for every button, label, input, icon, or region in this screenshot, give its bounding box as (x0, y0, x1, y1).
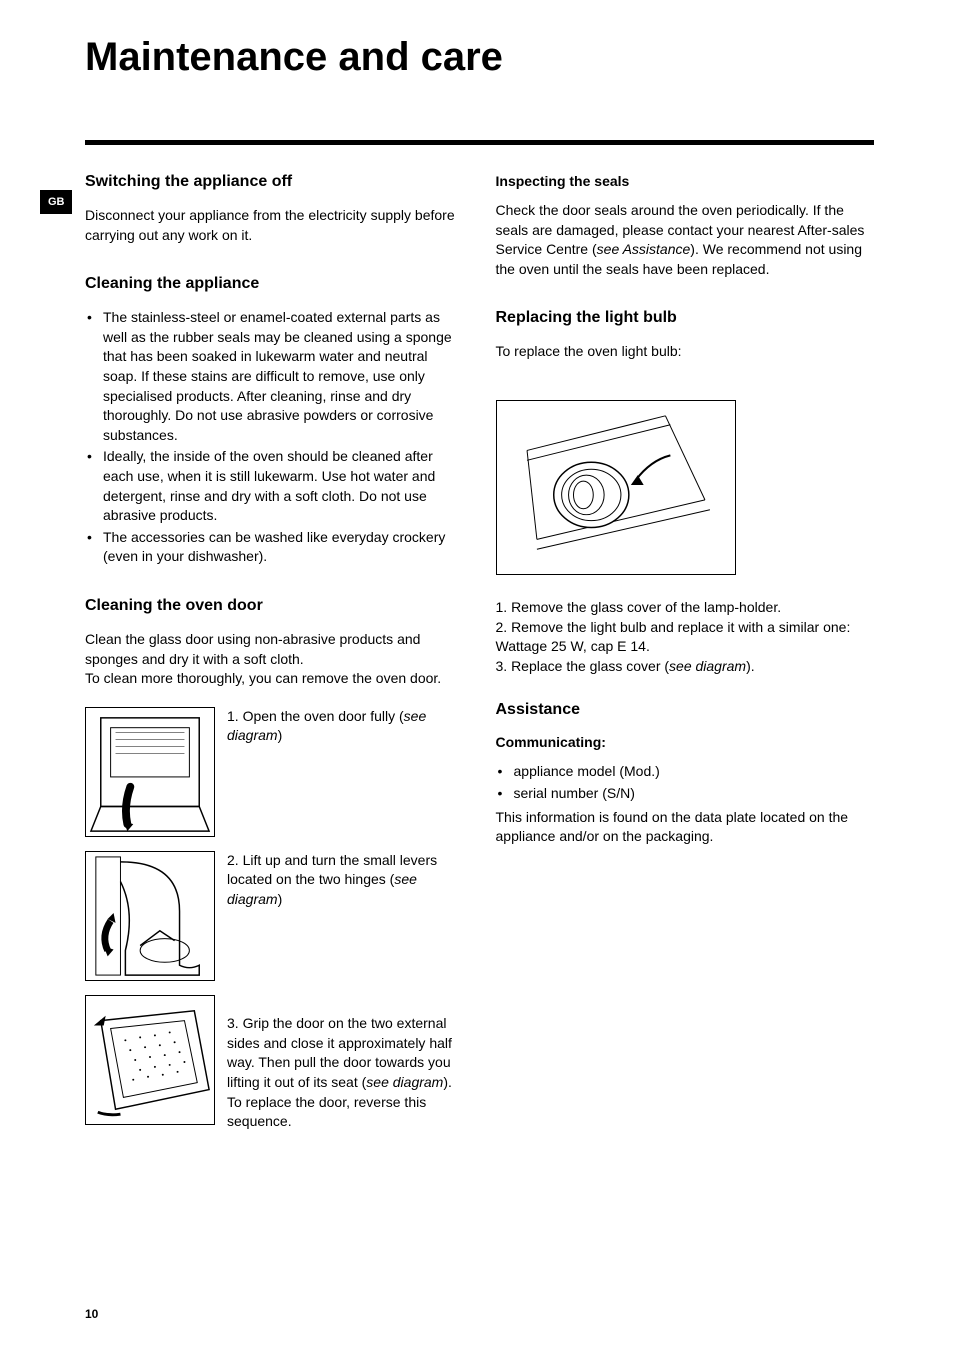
list-item: serial number (S/N) (496, 784, 875, 804)
text-cleaning-door-intro: Clean the glass door using non-abrasive … (85, 630, 464, 689)
diagram-hinge-levers (85, 851, 215, 981)
step-text-3: 3. Grip the door on the two external sid… (227, 995, 464, 1132)
heading-switching-off: Switching the appliance off (85, 173, 464, 191)
diagram-open-door (85, 707, 215, 837)
bulb-step3-suffix: ). (746, 658, 755, 674)
bulb-step-1: 1. Remove the glass cover of the lamp-ho… (496, 598, 875, 618)
step-text-1: 1. Open the oven door fully (see diagram… (227, 707, 464, 746)
step1-suffix: ) (278, 727, 283, 743)
heading-communicating: Communicating: (496, 734, 875, 750)
bulb-step-2: 2. Remove the light bulb and replace it … (496, 618, 875, 657)
bulb-step-3: 3. Replace the glass cover (see diagram)… (496, 657, 875, 677)
list-item: The accessories can be washed like every… (85, 528, 464, 567)
list-assistance: appliance model (Mod.) serial number (S/… (496, 762, 875, 803)
seals-italic: see Assistance (597, 241, 691, 257)
page-number: 10 (85, 1307, 98, 1321)
heading-cleaning-door: Cleaning the oven door (85, 597, 464, 615)
text-assistance-footer: This information is found on the data pl… (496, 808, 875, 847)
heading-inspecting-seals: Inspecting the seals (496, 173, 875, 189)
step3-italic: see diagram (366, 1074, 443, 1090)
step-row-2: 2. Lift up and turn the small levers loc… (85, 851, 464, 981)
text-replacing-bulb-intro: To replace the oven light bulb: (496, 342, 875, 362)
bulb-step3-italic: see diagram (669, 658, 746, 674)
step-row-3: 3. Grip the door on the two external sid… (85, 995, 464, 1132)
right-column: Inspecting the seals Check the door seal… (496, 163, 875, 1146)
text-switching-off: Disconnect your appliance from the elect… (85, 206, 464, 245)
list-item: Ideally, the inside of the oven should b… (85, 447, 464, 525)
page-title: Maintenance and care (85, 35, 874, 80)
section-divider (85, 140, 874, 145)
heading-assistance: Assistance (496, 701, 875, 719)
step-text-2: 2. Lift up and turn the small levers loc… (227, 851, 464, 910)
language-badge: GB (40, 190, 72, 214)
step2-suffix: ) (278, 891, 283, 907)
heading-replacing-bulb: Replacing the light bulb (496, 309, 875, 327)
list-item: The stainless-steel or enamel-coated ext… (85, 308, 464, 445)
heading-cleaning-appliance: Cleaning the appliance (85, 275, 464, 293)
list-cleaning-appliance: The stainless-steel or enamel-coated ext… (85, 308, 464, 567)
list-item: appliance model (Mod.) (496, 762, 875, 782)
left-column: Switching the appliance off Disconnect y… (85, 163, 464, 1146)
diagram-remove-door (85, 995, 215, 1125)
step-row-1: 1. Open the oven door fully (see diagram… (85, 707, 464, 837)
step1-prefix: 1. Open the oven door fully ( (227, 708, 404, 724)
diagram-light-bulb (496, 400, 736, 575)
bulb-step3-prefix: 3. Replace the glass cover ( (496, 658, 670, 674)
text-inspecting-seals: Check the door seals around the oven per… (496, 201, 875, 279)
content-area: Switching the appliance off Disconnect y… (85, 163, 874, 1146)
